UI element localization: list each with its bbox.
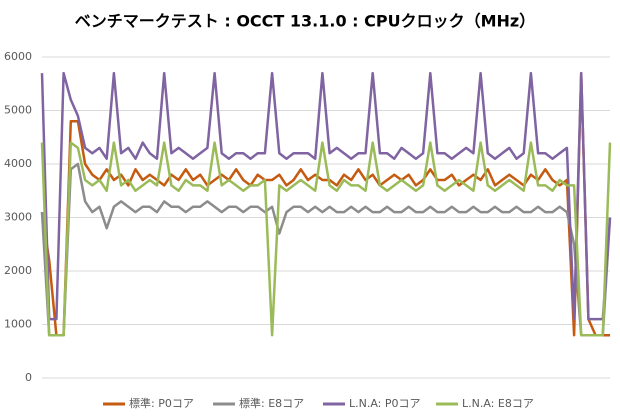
y-tick-label: 6000: [4, 50, 32, 63]
chart-title: ベンチマークテスト : OCCT 13.1.0 : CPUクロック（MHz）: [75, 12, 535, 31]
legend-label: L.N.A: E8コア: [462, 397, 534, 410]
legend-label: 標準: P0コア: [129, 396, 194, 410]
legend-label: L.N.A: P0コア: [349, 397, 421, 410]
series-line: [40, 162, 612, 337]
y-tick-label: 4000: [4, 157, 32, 170]
y-tick-label: 2000: [4, 264, 32, 277]
series-line: [40, 141, 612, 337]
y-tick-label: 0: [25, 371, 32, 384]
y-tick-label: 1000: [4, 318, 32, 331]
y-tick-label: 3000: [4, 211, 32, 224]
y-tick-label: 5000: [4, 104, 32, 117]
series-line: [40, 71, 610, 337]
legend-label: 標準: E8コア: [239, 396, 304, 410]
series-line: [40, 71, 612, 321]
